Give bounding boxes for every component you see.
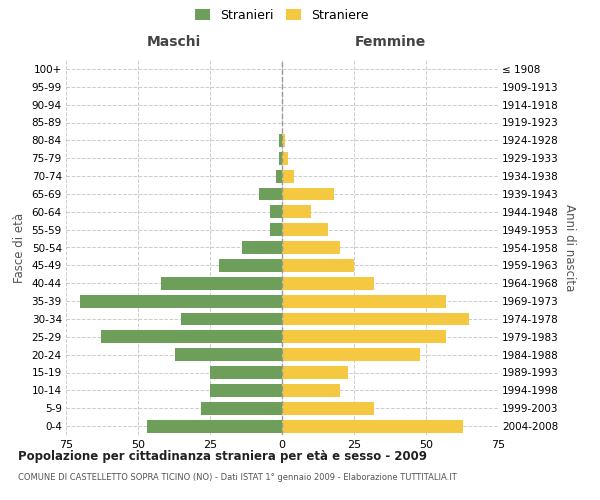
Bar bbox=[282, 188, 334, 200]
Bar bbox=[218, 259, 282, 272]
Bar bbox=[282, 223, 328, 236]
Bar bbox=[202, 402, 282, 414]
Bar bbox=[282, 134, 285, 147]
Text: Maschi: Maschi bbox=[147, 36, 201, 50]
Y-axis label: Fasce di età: Fasce di età bbox=[13, 212, 26, 282]
Bar bbox=[282, 294, 446, 308]
Bar bbox=[282, 259, 354, 272]
Bar bbox=[282, 384, 340, 397]
Bar bbox=[161, 277, 282, 289]
Bar bbox=[175, 348, 282, 361]
Bar bbox=[282, 330, 446, 343]
Text: Popolazione per cittadinanza straniera per età e sesso - 2009: Popolazione per cittadinanza straniera p… bbox=[18, 450, 427, 463]
Bar bbox=[210, 384, 282, 397]
Bar bbox=[259, 188, 282, 200]
Bar bbox=[282, 348, 420, 361]
Bar bbox=[282, 152, 288, 164]
Bar bbox=[282, 241, 340, 254]
Bar bbox=[271, 206, 282, 218]
Legend: Stranieri, Straniere: Stranieri, Straniere bbox=[195, 8, 369, 22]
Bar bbox=[276, 170, 282, 182]
Bar bbox=[181, 312, 282, 326]
Bar bbox=[101, 330, 282, 343]
Bar bbox=[282, 206, 311, 218]
Text: Femmine: Femmine bbox=[355, 36, 425, 50]
Bar bbox=[282, 420, 463, 432]
Bar bbox=[282, 312, 469, 326]
Bar bbox=[282, 170, 293, 182]
Y-axis label: Anni di nascita: Anni di nascita bbox=[563, 204, 575, 291]
Bar bbox=[279, 134, 282, 147]
Bar bbox=[146, 420, 282, 432]
Bar bbox=[282, 402, 374, 414]
Bar bbox=[242, 241, 282, 254]
Bar bbox=[279, 152, 282, 164]
Bar bbox=[210, 366, 282, 379]
Bar bbox=[282, 366, 348, 379]
Bar bbox=[80, 294, 282, 308]
Text: COMUNE DI CASTELLETTO SOPRA TICINO (NO) - Dati ISTAT 1° gennaio 2009 - Elaborazi: COMUNE DI CASTELLETTO SOPRA TICINO (NO) … bbox=[18, 472, 457, 482]
Bar bbox=[282, 277, 374, 289]
Bar bbox=[271, 223, 282, 236]
